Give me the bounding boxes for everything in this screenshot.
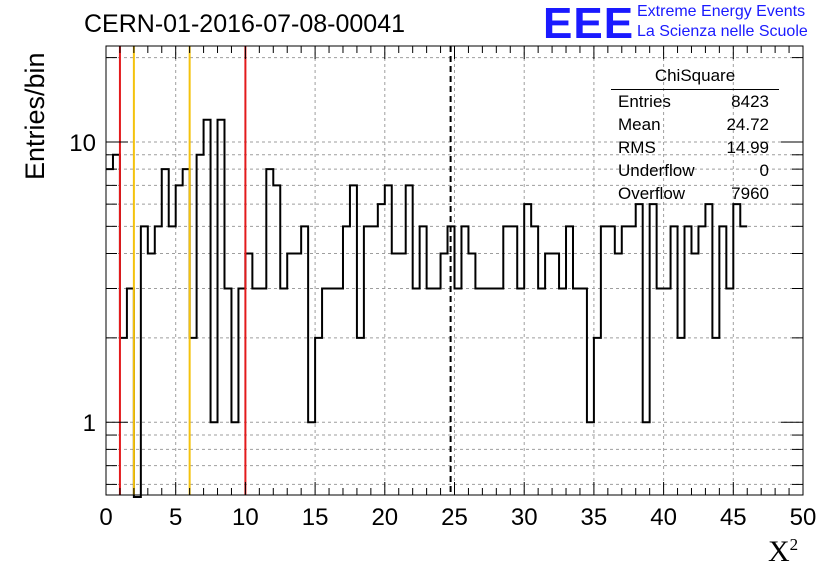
x-tick-label: 45: [720, 504, 747, 531]
stats-row-overflow: Overflow 7960: [611, 184, 779, 207]
logo-subtitle-line2: La Scienza nelle Scuole: [637, 23, 808, 40]
logo-subtitle-line1: Extreme Energy Events: [637, 3, 806, 20]
stats-key: Overflow: [618, 184, 686, 203]
y-tick-label: 1: [83, 410, 96, 437]
histogram-line: [106, 118, 748, 498]
x-axis-label-superscript: 2: [789, 535, 799, 554]
x-axis-label: X2: [768, 535, 798, 569]
x-axis-label-base: X: [768, 535, 790, 568]
stats-key: Underflow: [618, 161, 695, 180]
eee-logo: EEE: [543, 0, 635, 48]
stats-key: RMS: [618, 138, 656, 157]
stats-row-entries: Entries 8423: [611, 92, 779, 115]
y-axis-label: Entries/bin: [20, 52, 50, 180]
x-tick-label: 20: [371, 504, 398, 531]
stats-value: 8423: [731, 92, 769, 111]
x-tick-label: 15: [302, 504, 329, 531]
stats-key: Entries: [618, 92, 671, 111]
stats-key: Mean: [618, 115, 661, 134]
x-tick-label: 30: [511, 504, 538, 531]
stats-value: 0: [759, 161, 769, 180]
x-tick-label: 5: [169, 504, 182, 531]
stats-value: 14.99: [726, 138, 769, 157]
stats-row-rms: RMS 14.99: [611, 138, 779, 161]
x-tick-label: 25: [441, 504, 468, 531]
x-tick-label: 0: [99, 504, 112, 531]
stats-box: ChiSquare Entries 8423 Mean 24.72 RMS 14.99…: [611, 66, 779, 207]
x-tick-label: 40: [650, 504, 677, 531]
chart-title: CERN-01-2016-07-08-00041: [84, 10, 406, 38]
stats-row-underflow: Underflow 0: [611, 161, 779, 184]
y-tick-label: 10: [69, 130, 96, 157]
x-tick-label: 10: [232, 504, 259, 531]
stats-value: 7960: [731, 184, 769, 203]
x-tick-label: 35: [581, 504, 608, 531]
stats-value: 24.72: [726, 115, 769, 134]
stats-title: ChiSquare: [611, 66, 779, 90]
x-tick-label: 50: [790, 504, 817, 531]
stats-row-mean: Mean 24.72: [611, 115, 779, 138]
